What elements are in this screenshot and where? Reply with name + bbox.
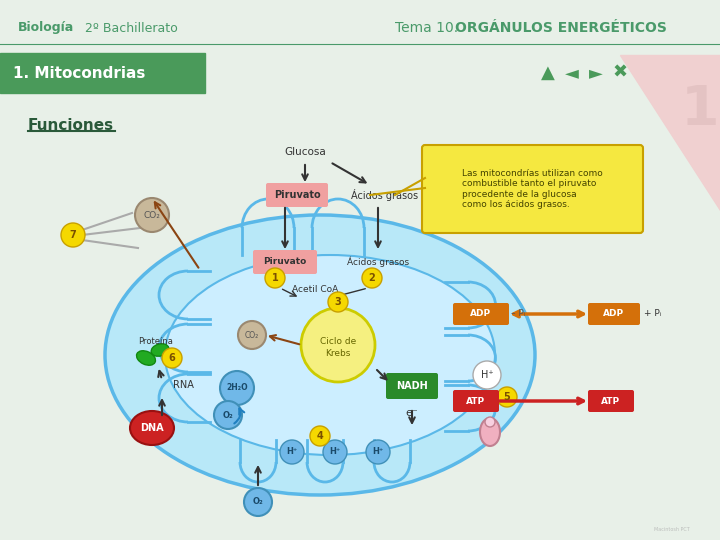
Text: Glucosa: Glucosa bbox=[284, 147, 326, 157]
Text: CO₂: CO₂ bbox=[143, 211, 161, 219]
Text: H⁺: H⁺ bbox=[372, 448, 384, 456]
Text: 2: 2 bbox=[369, 273, 375, 283]
Text: DNA: DNA bbox=[140, 423, 164, 433]
Text: H⁺: H⁺ bbox=[287, 448, 297, 456]
Text: 1. Mitocondrias: 1. Mitocondrias bbox=[13, 65, 145, 80]
Text: Tema 10.: Tema 10. bbox=[395, 21, 462, 35]
Text: Piruvato: Piruvato bbox=[274, 190, 320, 200]
Text: Ácidos grasos: Ácidos grasos bbox=[351, 189, 418, 201]
Text: H⁺: H⁺ bbox=[481, 370, 493, 380]
Text: RNA: RNA bbox=[173, 380, 194, 390]
Text: ✖: ✖ bbox=[613, 64, 628, 82]
Polygon shape bbox=[620, 55, 720, 210]
Circle shape bbox=[328, 292, 348, 312]
Text: ►: ► bbox=[589, 64, 603, 82]
Text: 5: 5 bbox=[503, 392, 510, 402]
Text: O₂: O₂ bbox=[222, 410, 233, 420]
Text: Proteína: Proteína bbox=[138, 338, 173, 347]
Circle shape bbox=[280, 440, 304, 464]
Text: ▲: ▲ bbox=[541, 64, 555, 82]
Circle shape bbox=[362, 268, 382, 288]
Circle shape bbox=[214, 401, 242, 429]
FancyBboxPatch shape bbox=[453, 303, 509, 325]
Text: 6: 6 bbox=[168, 353, 176, 363]
Text: 3: 3 bbox=[335, 297, 341, 307]
Text: 4: 4 bbox=[317, 431, 323, 441]
Circle shape bbox=[244, 488, 272, 516]
Circle shape bbox=[238, 321, 266, 349]
Circle shape bbox=[162, 348, 182, 368]
Text: Biología: Biología bbox=[18, 22, 74, 35]
Circle shape bbox=[310, 426, 330, 446]
Circle shape bbox=[473, 361, 501, 389]
Circle shape bbox=[265, 268, 285, 288]
Text: H⁺: H⁺ bbox=[329, 448, 341, 456]
Text: Ciclo de: Ciclo de bbox=[320, 336, 356, 346]
Text: ATP: ATP bbox=[467, 396, 485, 406]
Text: e⁻: e⁻ bbox=[405, 408, 418, 418]
Text: O₂: O₂ bbox=[253, 497, 264, 507]
Text: ORGÁNULOS ENERGÉTICOS: ORGÁNULOS ENERGÉTICOS bbox=[455, 21, 667, 35]
Text: 2H₂O: 2H₂O bbox=[226, 383, 248, 393]
Circle shape bbox=[366, 440, 390, 464]
Text: 7: 7 bbox=[70, 230, 76, 240]
Text: Piruvato: Piruvato bbox=[264, 258, 307, 267]
Text: 2º Bachillerato: 2º Bachillerato bbox=[85, 22, 178, 35]
Text: Macintosh PCT: Macintosh PCT bbox=[654, 527, 690, 532]
Ellipse shape bbox=[165, 255, 495, 455]
Ellipse shape bbox=[105, 215, 535, 495]
Text: ADP: ADP bbox=[603, 309, 624, 319]
Text: ATP: ATP bbox=[601, 396, 621, 406]
Circle shape bbox=[61, 223, 85, 247]
Circle shape bbox=[220, 371, 254, 405]
FancyBboxPatch shape bbox=[266, 183, 328, 207]
FancyBboxPatch shape bbox=[422, 145, 643, 233]
Ellipse shape bbox=[480, 418, 500, 446]
Text: 1: 1 bbox=[271, 273, 279, 283]
Circle shape bbox=[497, 387, 517, 407]
Circle shape bbox=[323, 440, 347, 464]
Text: Ácidos grasos: Ácidos grasos bbox=[347, 256, 409, 267]
Text: CO₂: CO₂ bbox=[245, 330, 259, 340]
Text: 1: 1 bbox=[680, 83, 719, 137]
Text: ◄: ◄ bbox=[565, 64, 579, 82]
Text: + Pᵢ: + Pᵢ bbox=[644, 309, 662, 319]
Circle shape bbox=[301, 308, 375, 382]
Text: ADP: ADP bbox=[470, 309, 492, 319]
Text: – Pᵢ: – Pᵢ bbox=[511, 309, 526, 319]
Ellipse shape bbox=[151, 344, 168, 356]
FancyBboxPatch shape bbox=[453, 390, 499, 412]
FancyBboxPatch shape bbox=[588, 390, 634, 412]
Text: Krebs: Krebs bbox=[325, 348, 351, 357]
FancyBboxPatch shape bbox=[253, 250, 317, 274]
Text: NADH: NADH bbox=[396, 381, 428, 391]
Ellipse shape bbox=[137, 351, 156, 365]
Bar bbox=[0, 53, 205, 93]
Text: Acetil CoA: Acetil CoA bbox=[292, 286, 338, 294]
Ellipse shape bbox=[485, 417, 495, 427]
Text: Funciones: Funciones bbox=[28, 118, 114, 132]
Circle shape bbox=[135, 198, 169, 232]
FancyBboxPatch shape bbox=[588, 303, 640, 325]
FancyBboxPatch shape bbox=[386, 373, 438, 399]
Ellipse shape bbox=[130, 411, 174, 445]
Text: Las mitocondrías utilizan como
combustible tanto el piruvato
procedente de la gl: Las mitocondrías utilizan como combustib… bbox=[462, 169, 603, 209]
